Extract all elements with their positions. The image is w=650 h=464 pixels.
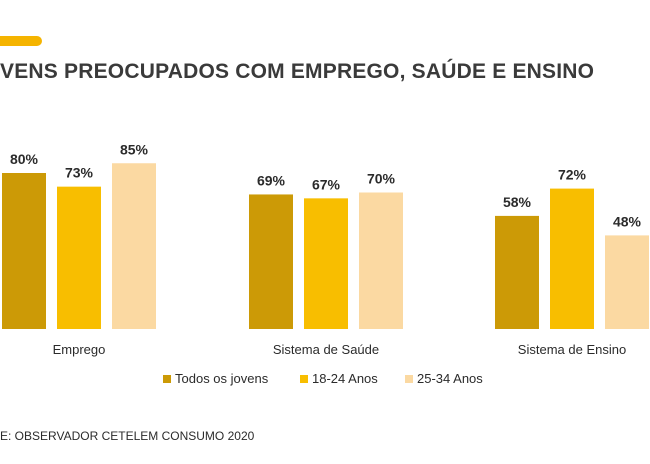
category-label-0: Emprego bbox=[53, 342, 106, 357]
data-label-1-1: 67% bbox=[312, 176, 341, 192]
accent-bar bbox=[0, 36, 42, 46]
data-label-1-0: 69% bbox=[257, 172, 286, 188]
bar-2-1 bbox=[550, 188, 594, 329]
bar-1-0 bbox=[249, 194, 293, 329]
data-label-1-2: 70% bbox=[367, 171, 396, 187]
legend-label-0: Todos os jovens bbox=[175, 371, 269, 386]
legend-label-2: 25-34 Anos bbox=[417, 371, 483, 386]
data-label-2-0: 58% bbox=[503, 194, 532, 210]
data-label-2-1: 72% bbox=[558, 167, 587, 183]
data-label-0-1: 73% bbox=[65, 165, 94, 181]
bar-1-1 bbox=[304, 198, 348, 329]
bar-0-0 bbox=[2, 173, 46, 329]
category-label-1: Sistema de Saúde bbox=[273, 342, 379, 357]
legend-swatch-0 bbox=[163, 375, 171, 383]
bar-0-1 bbox=[57, 186, 101, 329]
data-label-2-2: 48% bbox=[613, 213, 642, 229]
legend-swatch-2 bbox=[405, 375, 413, 383]
legend-swatch-1 bbox=[300, 375, 308, 383]
chart-title: VENS PREOCUPADOS COM EMPREGO, SAÚDE E EN… bbox=[0, 60, 595, 83]
bar-2-0 bbox=[495, 215, 539, 329]
category-label-2: Sistema de Ensino bbox=[518, 342, 626, 357]
bar-1-2 bbox=[359, 192, 403, 329]
bar-0-2 bbox=[112, 163, 156, 329]
bar-2-2 bbox=[605, 235, 649, 329]
data-label-0-2: 85% bbox=[120, 141, 149, 157]
legend-label-1: 18-24 Anos bbox=[312, 371, 378, 386]
data-label-0-0: 80% bbox=[10, 151, 39, 167]
source-note: E: OBSERVADOR CETELEM CONSUMO 2020 bbox=[0, 429, 255, 443]
